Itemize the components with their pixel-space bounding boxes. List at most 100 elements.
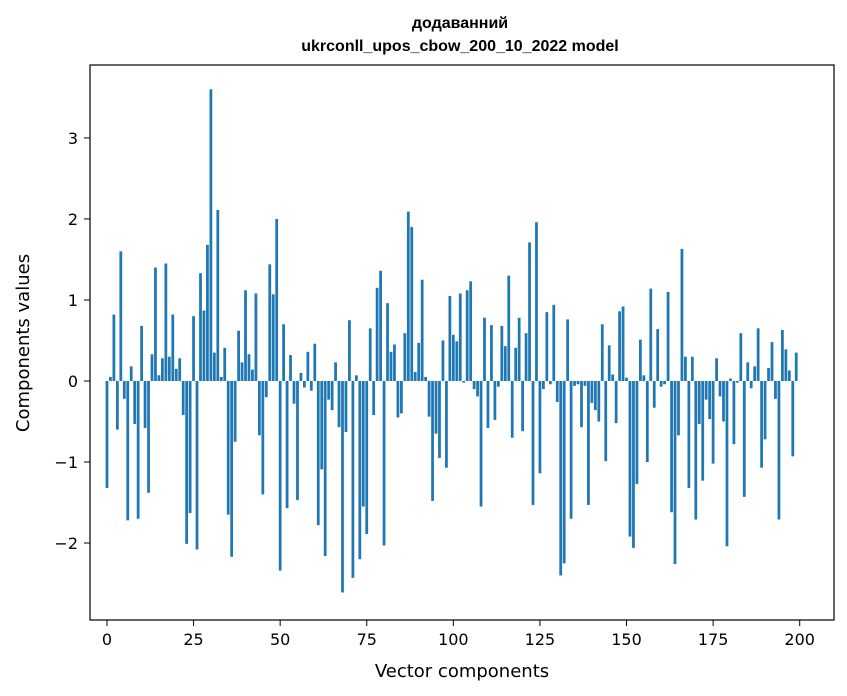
bar bbox=[254, 293, 258, 381]
bar bbox=[379, 270, 382, 381]
bar bbox=[469, 281, 473, 381]
bar bbox=[126, 380, 130, 521]
chart-title: додаванний bbox=[412, 15, 508, 32]
bar bbox=[569, 380, 573, 519]
bar bbox=[143, 380, 147, 428]
bar bbox=[621, 306, 625, 381]
bar bbox=[753, 366, 757, 381]
bar bbox=[424, 376, 428, 381]
bar bbox=[618, 311, 621, 381]
bar bbox=[448, 295, 452, 381]
bar bbox=[341, 380, 344, 593]
bar bbox=[129, 366, 133, 381]
bar bbox=[174, 368, 178, 381]
bar bbox=[282, 324, 285, 381]
bar bbox=[767, 368, 770, 381]
bar bbox=[348, 320, 351, 381]
bar bbox=[642, 375, 646, 381]
bar bbox=[614, 380, 618, 424]
bar bbox=[337, 380, 341, 428]
bar bbox=[462, 380, 466, 383]
bar bbox=[632, 380, 635, 548]
bar bbox=[278, 380, 282, 571]
bar bbox=[313, 343, 317, 381]
bar bbox=[167, 356, 171, 381]
bar bbox=[296, 380, 299, 501]
bar bbox=[715, 358, 718, 381]
x-tick-label: 0 bbox=[102, 630, 112, 649]
bar bbox=[400, 380, 403, 414]
bar bbox=[531, 380, 535, 505]
bar bbox=[656, 329, 660, 381]
x-tick-label: 175 bbox=[698, 630, 729, 649]
bar bbox=[268, 264, 272, 381]
bar bbox=[233, 380, 237, 442]
bar bbox=[382, 380, 386, 546]
bar bbox=[746, 362, 750, 381]
bar bbox=[587, 380, 590, 505]
bar bbox=[206, 244, 209, 381]
y-tick-label: 0 bbox=[68, 372, 78, 391]
bar bbox=[396, 380, 400, 418]
bar bbox=[663, 380, 667, 385]
bar bbox=[264, 380, 268, 398]
bar bbox=[309, 380, 313, 391]
bar bbox=[774, 380, 777, 399]
bar bbox=[251, 369, 254, 381]
bar bbox=[500, 325, 504, 381]
bar bbox=[188, 380, 192, 514]
bar bbox=[209, 89, 213, 381]
bar bbox=[112, 314, 116, 381]
bar bbox=[427, 380, 431, 417]
bar bbox=[597, 380, 601, 422]
bar bbox=[770, 342, 774, 381]
bar bbox=[791, 380, 795, 457]
bar bbox=[178, 358, 182, 381]
bar bbox=[344, 380, 348, 433]
bar bbox=[490, 325, 493, 381]
bar bbox=[240, 362, 244, 381]
bar bbox=[406, 211, 410, 381]
bar bbox=[552, 304, 556, 381]
bar bbox=[119, 251, 123, 381]
bar bbox=[607, 345, 611, 381]
bar bbox=[763, 380, 767, 440]
bar bbox=[600, 324, 604, 381]
bar bbox=[701, 380, 705, 481]
bar bbox=[749, 380, 753, 389]
bar bbox=[334, 362, 337, 381]
bar bbox=[247, 354, 251, 381]
bar bbox=[652, 380, 656, 408]
bar bbox=[521, 380, 524, 432]
bar bbox=[673, 380, 677, 565]
bar bbox=[289, 355, 292, 381]
bar bbox=[420, 279, 424, 381]
bar bbox=[739, 333, 743, 381]
bar bbox=[666, 291, 670, 381]
bar bbox=[109, 376, 112, 381]
bar bbox=[510, 380, 514, 438]
bar bbox=[659, 380, 663, 387]
bar bbox=[133, 380, 137, 424]
bar bbox=[735, 380, 739, 383]
bar bbox=[192, 316, 195, 381]
bar bbox=[611, 374, 615, 381]
bar bbox=[517, 317, 521, 381]
bar bbox=[303, 380, 306, 388]
chart-subtitle: ukrconll_upos_cbow_200_10_2022 model bbox=[301, 38, 618, 55]
x-tick-label: 125 bbox=[525, 630, 556, 649]
bar bbox=[441, 340, 445, 381]
bar bbox=[216, 210, 220, 381]
y-axis-label: Components values bbox=[13, 254, 34, 432]
bar bbox=[368, 328, 372, 381]
bar bbox=[161, 358, 164, 381]
bar bbox=[157, 375, 161, 381]
x-tick-label: 200 bbox=[784, 630, 815, 649]
bar bbox=[479, 380, 483, 507]
bar bbox=[583, 380, 587, 386]
bar bbox=[635, 380, 639, 484]
bar bbox=[604, 380, 608, 462]
bar bbox=[181, 380, 185, 416]
bar bbox=[542, 380, 545, 390]
